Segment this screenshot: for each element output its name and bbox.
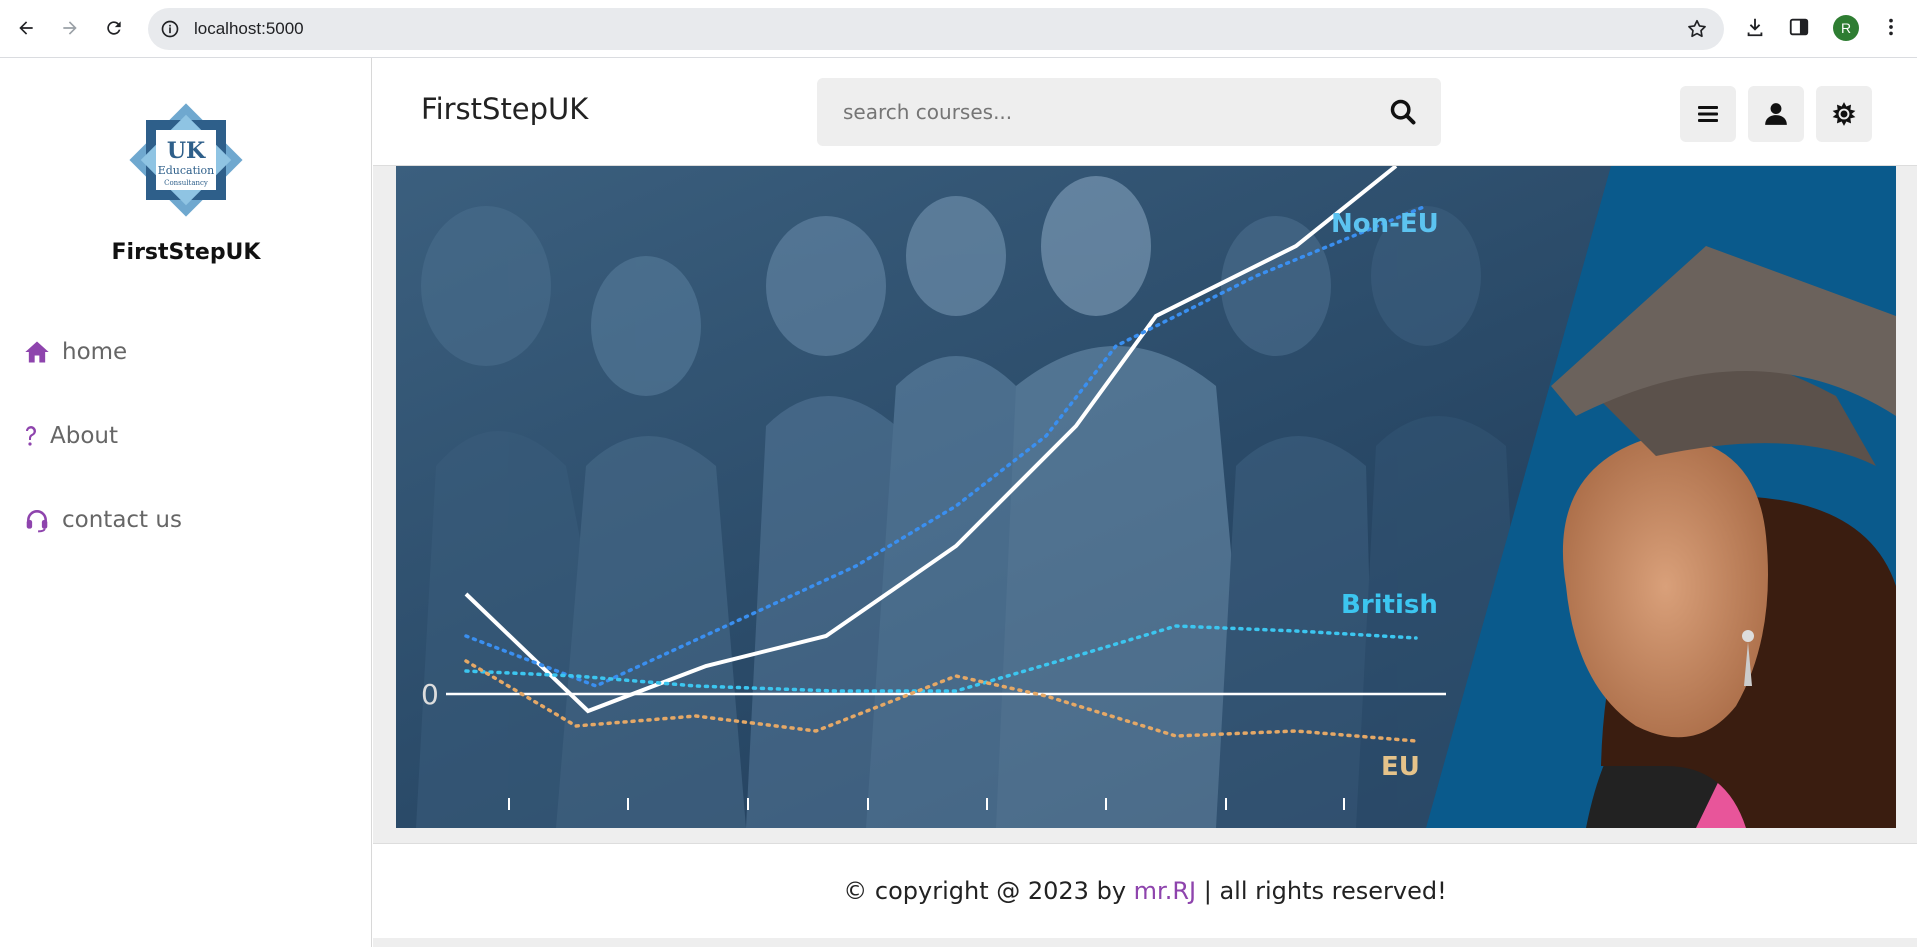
chart-label-non-eu: Non-EU bbox=[1331, 209, 1439, 239]
hero-image: 0 Non-EU British EU bbox=[396, 166, 1896, 828]
url-text: localhost:5000 bbox=[194, 19, 304, 38]
home-icon bbox=[22, 337, 52, 367]
sun-icon bbox=[1832, 102, 1856, 126]
search-box[interactable] bbox=[817, 78, 1441, 146]
reload-icon bbox=[107, 21, 121, 35]
chart-overlay: 0 Non-EU British EU bbox=[421, 166, 1446, 810]
graduate-figure bbox=[1551, 246, 1896, 828]
chart-label-eu: EU bbox=[1381, 752, 1420, 782]
sidebar-item-label: About bbox=[50, 423, 119, 449]
download-icon bbox=[1747, 18, 1763, 37]
sidebar-item-label: contact us bbox=[62, 507, 182, 533]
search-icon[interactable] bbox=[1389, 98, 1417, 126]
footer-copyright-suffix: | all rights reserved! bbox=[1196, 877, 1447, 905]
star-icon[interactable] bbox=[1686, 18, 1708, 40]
theme-toggle-button[interactable] bbox=[1816, 86, 1872, 142]
side-panel-icon bbox=[1789, 18, 1809, 36]
user-icon bbox=[1765, 103, 1787, 125]
main-header: FirstStepUK bbox=[373, 58, 1917, 166]
footer-copyright-prefix: © copyright @ 2023 by bbox=[843, 877, 1134, 905]
logo-text-education: Education bbox=[158, 164, 215, 177]
question-icon bbox=[22, 421, 40, 451]
page-title: FirstStepUK bbox=[421, 92, 589, 126]
info-icon[interactable] bbox=[160, 19, 180, 39]
sidebar: UK Education Consultancy FirstStepUK hom… bbox=[0, 58, 372, 947]
reload-button[interactable] bbox=[98, 12, 130, 44]
sidebar-item-label: home bbox=[62, 339, 128, 365]
side-panel-button[interactable] bbox=[1786, 14, 1812, 40]
back-button[interactable] bbox=[10, 12, 42, 44]
forward-button[interactable] bbox=[54, 12, 86, 44]
chart-zero-label: 0 bbox=[421, 678, 439, 711]
menu-bars-icon bbox=[1698, 106, 1718, 122]
headset-icon bbox=[22, 505, 52, 535]
main-content: FirstStepUK bbox=[373, 58, 1917, 947]
logo[interactable]: UK Education Consultancy bbox=[122, 98, 250, 222]
address-bar[interactable]: localhost:5000 bbox=[148, 8, 1724, 50]
more-vert-icon bbox=[1889, 18, 1893, 36]
profile-avatar[interactable]: R bbox=[1833, 15, 1859, 41]
footer: © copyright @ 2023 by mr.RJ | all rights… bbox=[373, 843, 1917, 938]
browser-toolbar: localhost:5000 R bbox=[0, 0, 1917, 58]
logo-text-consultancy: Consultancy bbox=[164, 179, 208, 187]
search-input[interactable] bbox=[817, 78, 1377, 146]
sidebar-brand: FirstStepUK bbox=[111, 240, 261, 265]
sidebar-item-about[interactable]: About bbox=[22, 416, 118, 456]
arrow-left-icon bbox=[19, 21, 33, 35]
user-button[interactable] bbox=[1748, 86, 1804, 142]
sidebar-item-contact[interactable]: contact us bbox=[22, 500, 182, 540]
hero-banner: 0 Non-EU British EU bbox=[396, 166, 1896, 828]
footer-author-link[interactable]: mr.RJ bbox=[1133, 877, 1197, 905]
menu-button[interactable] bbox=[1680, 86, 1736, 142]
sidebar-item-home[interactable]: home bbox=[22, 332, 127, 372]
logo-text-uk: UK bbox=[167, 138, 206, 164]
arrow-right-icon bbox=[63, 21, 77, 35]
browser-menu-button[interactable] bbox=[1878, 14, 1904, 40]
download-button[interactable] bbox=[1742, 14, 1768, 40]
chart-label-british: British bbox=[1341, 590, 1438, 620]
